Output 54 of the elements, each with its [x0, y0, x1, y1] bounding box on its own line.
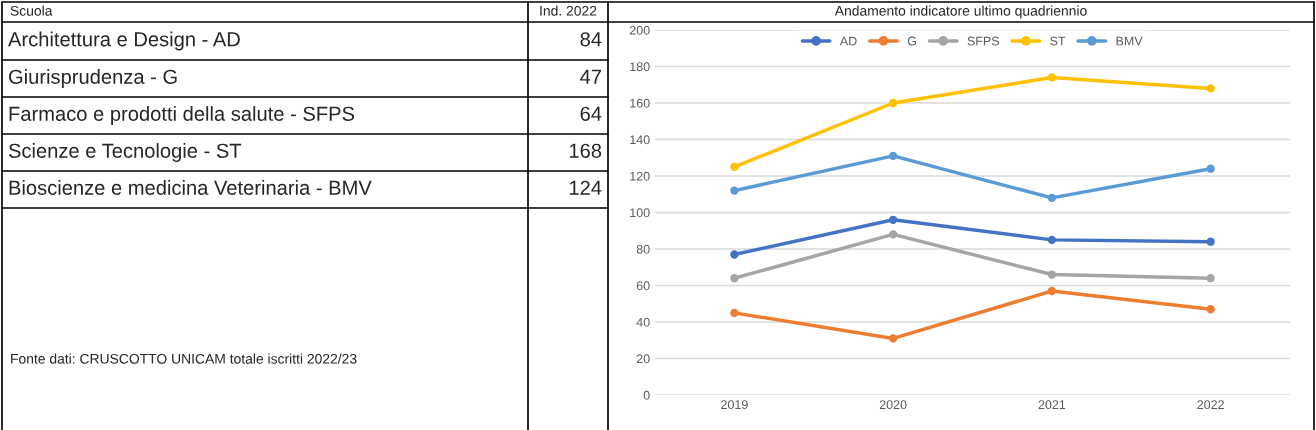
text: Bioscienze e medicina Veterinaria - BMV	[9, 180, 372, 195]
text: Farmaco e prodotti della salute - SFPS	[9, 106, 355, 125]
point	[888, 151, 898, 161]
point	[730, 186, 739, 195]
text: Ind. 2022	[540, 5, 597, 16]
x-tick-label: 2019	[721, 400, 748, 410]
point	[1206, 237, 1215, 246]
point	[1047, 270, 1057, 279]
y-tick-label: 60	[636, 281, 650, 291]
x-tick-label: 2020	[879, 400, 907, 410]
point	[888, 98, 898, 108]
text: 124	[569, 180, 602, 195]
y-tick-label: 40	[636, 317, 650, 327]
y-tick-label: 200	[629, 25, 650, 35]
source-note: Fonte dati: CRUSCOTTO UNICAM totale iscritti 2022/23	[11, 353, 357, 364]
y-tick-label: 100	[630, 208, 650, 218]
text: 84	[580, 32, 602, 47]
point	[730, 162, 739, 172]
chart-title: Andamento indicatore ultimo quadriennio	[834, 5, 1087, 19]
point	[1206, 305, 1215, 314]
text: 64	[580, 106, 602, 121]
point	[888, 334, 898, 343]
text: 168	[569, 143, 602, 158]
point	[1047, 286, 1057, 296]
point	[1206, 84, 1215, 93]
point	[1047, 73, 1057, 82]
legend-label: G	[907, 36, 917, 46]
y-tick-label: 140	[630, 135, 650, 145]
point	[1047, 235, 1057, 245]
y-tick-label: 160	[630, 98, 650, 108]
y-tick-label: 20	[636, 354, 650, 364]
y-tick-label: 80	[636, 244, 650, 254]
text: Scienze e Tecnologie - ST	[8, 143, 242, 162]
text: Giurisprudenza - G	[9, 69, 177, 88]
legend-label: AD	[839, 36, 857, 46]
text: Scuola	[10, 5, 53, 16]
text: Architettura e Design - AD	[8, 31, 240, 51]
x-tick-label: 2022	[1197, 400, 1224, 410]
x-tick-label: 2021	[1038, 400, 1066, 410]
legend-label: ST	[1050, 36, 1066, 46]
point	[730, 250, 739, 259]
y-tick-label: 0	[643, 390, 650, 400]
point	[730, 308, 739, 318]
point	[888, 215, 898, 224]
legend-label: SFPS	[967, 36, 1000, 46]
point	[1206, 164, 1215, 173]
point	[1047, 193, 1057, 203]
point	[1206, 274, 1215, 283]
point	[888, 230, 898, 239]
y-tick-label: 180	[630, 62, 650, 72]
legend-label: BMV	[1116, 36, 1143, 46]
point	[730, 274, 739, 283]
text: 47	[580, 69, 601, 84]
y-tick-label: 120	[630, 171, 650, 181]
